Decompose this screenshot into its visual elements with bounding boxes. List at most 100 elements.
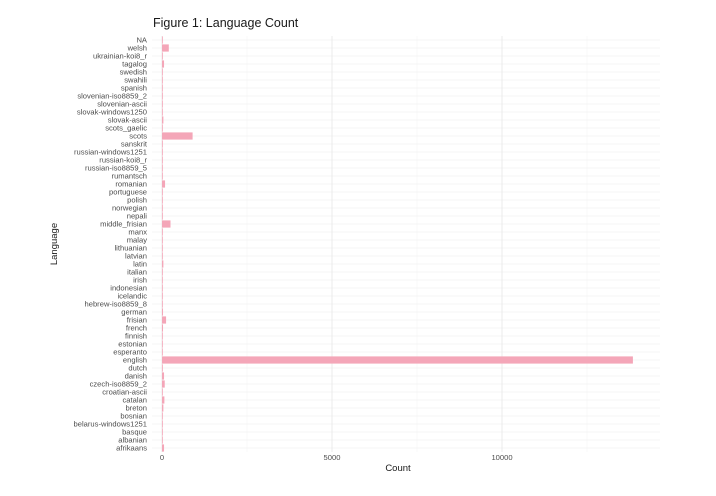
bar-dutch	[162, 364, 163, 372]
y-axis-title: Language	[49, 223, 60, 265]
bar-irish	[162, 276, 163, 284]
bar-scots	[162, 132, 193, 140]
bar-portuguese	[162, 188, 163, 196]
x-axis-title: Count	[385, 463, 411, 474]
x-tick-labels: 0 5000 10000	[160, 453, 513, 462]
bar-slovenian-ascii	[162, 100, 163, 108]
y-tick-label: norwegian	[112, 204, 147, 213]
y-tick-label: belarus-windows1251	[74, 420, 147, 429]
y-tick-label: latvian	[125, 252, 147, 261]
y-tick-label: polish	[127, 196, 147, 205]
y-tick-label: finnish	[125, 332, 147, 341]
y-tick-label: latin	[133, 260, 147, 269]
bar-malay	[162, 236, 163, 244]
bar-slovenian-iso8859_2	[162, 92, 163, 100]
x-tick-label: 0	[160, 453, 164, 462]
y-tick-label: slovak-windows1250	[77, 108, 147, 117]
bar-albanian	[162, 436, 163, 444]
y-tick-label: malay	[127, 236, 147, 245]
y-tick-label: albanian	[118, 436, 147, 445]
bar-russian-windows1251	[162, 148, 163, 156]
y-tick-label: swahili	[124, 76, 147, 85]
y-tick-label: icelandic	[117, 292, 147, 301]
bar-polish	[162, 196, 163, 204]
bar-tagalog	[162, 60, 165, 68]
bar-russian-koi8_r	[162, 156, 163, 164]
bar-norwegian	[162, 204, 163, 212]
y-tick-label: esperanto	[113, 348, 147, 357]
bar-middle_frisian	[162, 220, 171, 228]
bar-russian-iso8859_5	[162, 164, 163, 172]
bar-finnish	[162, 332, 163, 340]
y-tick-label: german	[121, 308, 147, 317]
y-tick-label: slovenian-ascii	[97, 100, 147, 109]
bar-esperanto	[162, 348, 163, 356]
y-tick-label: lithuanian	[114, 244, 147, 253]
bar-ukrainian-koi8_r	[162, 52, 163, 60]
y-tick-label: spanish	[121, 84, 147, 93]
grid-lines	[152, 36, 660, 452]
bar-hebrew-iso8859_8	[162, 300, 163, 308]
y-tick-label: portuguese	[109, 188, 147, 197]
bar-italian	[162, 268, 163, 276]
y-tick-label: indonesian	[110, 284, 147, 293]
bar-french	[162, 324, 164, 332]
bar-belarus-windows1251	[162, 420, 163, 428]
chart-title: Figure 1: Language Count	[153, 16, 299, 30]
y-tick-label: french	[126, 324, 147, 333]
bar-manx	[162, 228, 163, 236]
bar-spanish	[162, 84, 163, 92]
y-tick-label: russian-windows1251	[74, 148, 147, 157]
y-tick-label: scots_gaelic	[105, 124, 147, 133]
bar-basque	[162, 428, 163, 436]
x-tick-label: 5000	[324, 453, 341, 462]
bar-english	[162, 356, 633, 364]
bar-frisian	[162, 316, 167, 324]
bar-swedish	[162, 68, 163, 76]
y-tick-label: frisian	[127, 316, 147, 325]
y-tick-label: nepali	[127, 212, 148, 221]
bar-danish	[162, 372, 165, 380]
bar-lithuanian	[162, 244, 163, 252]
bar-german	[162, 308, 164, 316]
bar-icelandic	[162, 292, 163, 300]
y-tick-label: italian	[127, 268, 147, 277]
y-tick-label: slovenian-iso8859_2	[77, 92, 147, 101]
y-tick-label: romanian	[115, 180, 147, 189]
bars	[162, 36, 633, 452]
y-tick-label: swedish	[120, 68, 147, 77]
y-tick-label: danish	[125, 372, 147, 381]
y-tick-label: russian-iso8859_5	[85, 164, 147, 173]
x-tick-label: 10000	[491, 453, 512, 462]
y-tick-label: breton	[125, 404, 147, 413]
bar-catalan	[162, 396, 165, 404]
y-tick-label: manx	[128, 228, 147, 237]
y-tick-label: afrikaans	[116, 444, 147, 453]
bar-romanian	[162, 180, 166, 188]
bar-bosnian	[162, 412, 163, 420]
y-tick-label: rumantsch	[112, 172, 147, 181]
bar-breton	[162, 404, 164, 412]
y-tick-label: welsh	[127, 44, 147, 53]
bar-sanskrit	[162, 140, 163, 148]
y-tick-label: croatian-ascii	[102, 388, 147, 397]
y-tick-label: sanskrit	[121, 140, 148, 149]
y-tick-label: estonian	[118, 340, 147, 349]
y-tick-label: basque	[122, 428, 147, 437]
bar-slovak-windows1250	[162, 108, 163, 116]
bar-scots_gaelic	[162, 124, 163, 132]
y-tick-label: slovak-ascii	[108, 116, 148, 125]
bar-latin	[162, 260, 164, 268]
bar-rumantsch	[162, 172, 163, 180]
y-tick-labels: NAwelshukrainian-koi8_rtagalogswedishswa…	[74, 36, 148, 453]
y-tick-label: NA	[136, 36, 147, 45]
bar-slovak-ascii	[162, 116, 164, 124]
bar-NA	[162, 36, 163, 44]
bar-latvian	[162, 252, 163, 260]
bar-nepali	[162, 212, 163, 220]
y-tick-label: english	[123, 356, 147, 365]
y-tick-label: bosnian	[120, 412, 147, 421]
bar-estonian	[162, 340, 163, 348]
y-tick-label: irish	[133, 276, 147, 285]
